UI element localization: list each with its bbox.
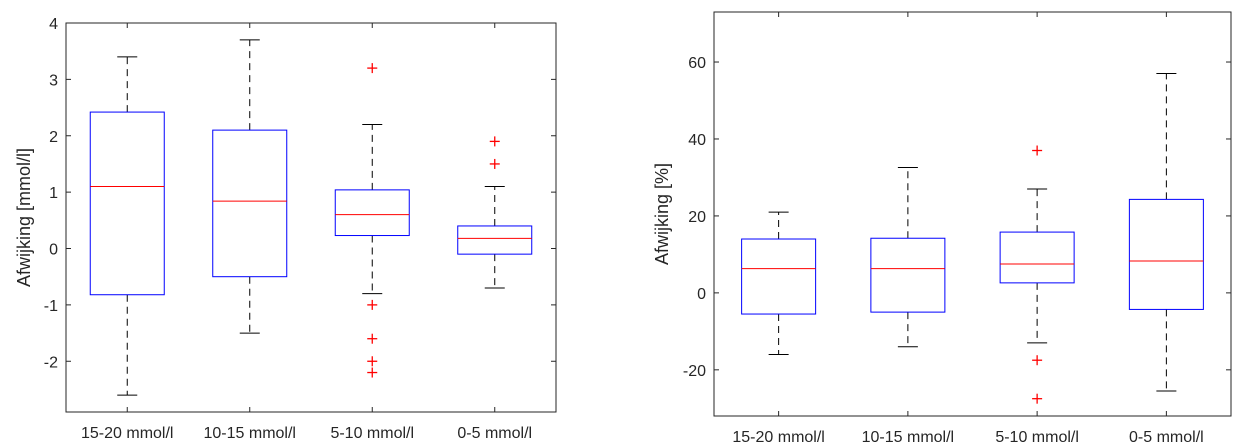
outlier-marker (489, 136, 500, 147)
y-tick-label: 0 (49, 242, 58, 259)
box-1 (89, 56, 165, 396)
y-tick-label: 20 (688, 209, 706, 226)
outlier-marker (489, 158, 500, 169)
iqr-box (999, 231, 1075, 284)
outlier-marker (367, 367, 378, 378)
iqr-box (1128, 198, 1204, 310)
x-tick-label: 0-5 mmol/l (1129, 429, 1204, 446)
y-axis-label: Afwijking [mmol/l] (14, 148, 34, 287)
x-tick-label: 15-20 mmol/l (81, 425, 173, 442)
outlier-marker (1032, 355, 1043, 366)
iqr-box (870, 237, 946, 313)
x-tick-label: 5-10 mmol/l (330, 425, 414, 442)
iqr-box (89, 111, 165, 296)
x-tick-label: 5-10 mmol/l (995, 429, 1079, 446)
right-boxplot-panel: -20 0 20 40 60 Afwijking [%] 15-20 mmol/l 10-15… (652, 11, 1232, 446)
y-tick-label: 3 (49, 72, 58, 89)
y-tick-label: 1 (49, 185, 58, 202)
y-tick-label: 40 (688, 132, 706, 149)
x-tick-label: 15-20 mmol/l (732, 429, 824, 446)
outlier-marker (367, 356, 378, 367)
x-tick-label: 10-15 mmol/l (204, 425, 296, 442)
box-4 (1128, 73, 1204, 392)
x-tick-label: 0-5 mmol/l (457, 425, 532, 442)
outlier-marker (1032, 145, 1043, 156)
box-2 (870, 166, 946, 348)
y-tick-label: -20 (683, 363, 706, 380)
y-tick-label: 2 (49, 129, 58, 146)
axes-frame (713, 11, 1232, 417)
x-tick-label: 10-15 mmol/l (862, 429, 954, 446)
box-3 (999, 145, 1075, 404)
outlier-marker (367, 63, 378, 74)
outlier-marker (367, 333, 378, 344)
y-tick-label: 4 (49, 16, 58, 33)
outlier-marker (367, 299, 378, 310)
box-1 (741, 211, 817, 355)
iqr-box (457, 225, 533, 255)
box-4 (457, 136, 533, 289)
iqr-box (741, 238, 817, 315)
y-tick-label: 60 (688, 55, 706, 72)
y-tick-label: 0 (697, 286, 706, 303)
outlier-marker (1032, 393, 1043, 404)
y-axis-label: Afwijking [%] (652, 163, 672, 265)
y-tick-label: -2 (44, 354, 58, 371)
box-3 (334, 63, 410, 378)
iqr-box (334, 189, 410, 237)
box-2 (212, 39, 288, 334)
left-boxplot-panel: -2 -1 0 1 2 3 4 Afwijking [mmol/l] 15-20 mmol/l 1… (14, 16, 557, 442)
y-tick-label: -1 (44, 298, 58, 315)
iqr-box (212, 129, 288, 278)
axes-frame (65, 22, 557, 413)
